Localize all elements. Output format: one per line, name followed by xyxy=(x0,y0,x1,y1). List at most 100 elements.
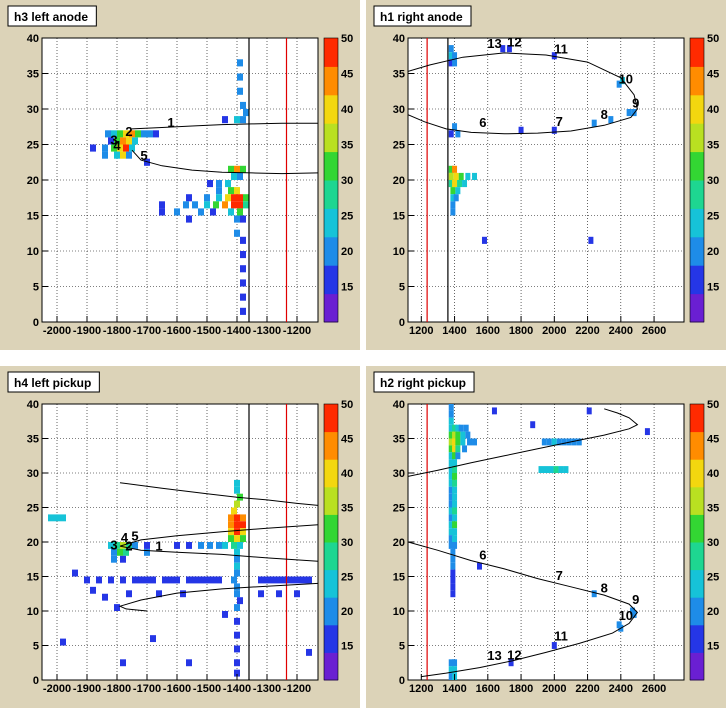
heat-cell xyxy=(243,109,249,117)
heat-cell xyxy=(561,438,567,446)
colorbar-label: 50 xyxy=(707,33,719,45)
heat-cell xyxy=(240,165,246,173)
heat-cell xyxy=(222,201,228,209)
heat-cell xyxy=(237,172,243,180)
heat-cell xyxy=(644,428,650,436)
x-tick-label: -1200 xyxy=(283,325,311,337)
x-tick-label: -1400 xyxy=(223,325,251,337)
point-label: 6 xyxy=(479,547,486,562)
colorbar-label: 45 xyxy=(707,434,719,446)
heat-cell xyxy=(231,507,237,515)
heat-cell xyxy=(541,438,547,446)
y-tick-label: 35 xyxy=(27,69,39,81)
x-tick-label: 1600 xyxy=(476,325,500,337)
heat-cell xyxy=(300,576,306,584)
point-label: 5 xyxy=(140,148,147,163)
trajectory-curves xyxy=(408,52,638,135)
heat-cell xyxy=(144,548,150,556)
colorbar-segment xyxy=(324,38,338,67)
heat-cell xyxy=(551,642,557,649)
heat-cell xyxy=(448,180,454,188)
x-tick-label: -1400 xyxy=(223,683,251,695)
x-tick-label: -1800 xyxy=(103,683,131,695)
heat-cell xyxy=(234,215,240,223)
heat-cell xyxy=(234,479,240,487)
heat-cell xyxy=(452,666,458,674)
colorbar-segment xyxy=(690,66,704,96)
heat-cell xyxy=(240,293,246,301)
heat-cell xyxy=(491,407,497,415)
point-label: 6 xyxy=(479,115,486,130)
heat-cell xyxy=(448,500,454,508)
colorbar-segment xyxy=(324,569,338,598)
y-tick-label: 25 xyxy=(393,140,405,152)
heat-cell xyxy=(294,576,300,584)
heat-cell xyxy=(448,404,454,411)
heat-cell xyxy=(129,144,135,152)
heat-cell xyxy=(240,265,246,273)
colorbar-label: 50 xyxy=(707,399,719,411)
heat-cell xyxy=(452,445,458,453)
heat-cell xyxy=(448,507,454,515)
y-tick-label: 20 xyxy=(27,175,39,187)
point-label: 9 xyxy=(632,96,639,111)
point-label: 12 xyxy=(507,35,521,50)
heat-cell xyxy=(450,590,456,598)
x-tick-label: 2200 xyxy=(575,683,599,695)
heat-cell xyxy=(144,576,150,584)
title-box xyxy=(373,371,475,393)
point-label: 10 xyxy=(619,71,633,86)
x-tick-label: 1200 xyxy=(409,325,433,337)
y-tick-label: 25 xyxy=(27,503,39,515)
colorbar-segment xyxy=(324,652,338,681)
heat-cell xyxy=(120,555,126,563)
colorbar-segment xyxy=(690,38,704,67)
heat-cell xyxy=(216,576,222,584)
heat-cell xyxy=(551,438,557,446)
heat-cell xyxy=(264,576,270,584)
heat-cell xyxy=(450,187,456,195)
colorbar-label: 35 xyxy=(707,503,719,515)
heat-cell xyxy=(243,194,249,202)
x-tick-label: 1200 xyxy=(409,683,433,695)
title-box xyxy=(7,5,97,27)
heat-cell xyxy=(234,514,240,522)
heat-cell xyxy=(234,486,240,494)
heat-cell xyxy=(508,659,514,667)
heat-cell xyxy=(126,590,132,598)
heat-cell xyxy=(234,583,240,591)
heat-cell xyxy=(452,521,458,529)
point-label: 7 xyxy=(556,568,563,583)
heat-cell xyxy=(240,514,246,522)
heat-cell xyxy=(123,144,129,152)
heat-cell xyxy=(543,466,549,473)
heat-cell xyxy=(186,542,192,549)
trajectory-curve xyxy=(131,122,318,130)
point-label: 13 xyxy=(487,36,501,51)
heat-cell xyxy=(258,590,264,598)
colorbar-segment xyxy=(690,180,704,209)
heat-cell xyxy=(455,438,461,446)
x-tick-label: -1600 xyxy=(163,683,191,695)
heat-cell xyxy=(234,659,240,667)
colorbar-label: 45 xyxy=(341,69,353,81)
heat-cell xyxy=(234,500,240,508)
colorbar-segment xyxy=(324,514,338,543)
heat-cell xyxy=(231,194,237,202)
heat-cell xyxy=(237,59,243,67)
y-tick-label: 30 xyxy=(393,104,405,116)
heat-cell xyxy=(90,586,96,594)
y-tick-label: 10 xyxy=(393,246,405,258)
heat-cell xyxy=(204,201,210,209)
y-tick-label: 20 xyxy=(393,175,405,187)
y-tick-label: 15 xyxy=(393,211,405,223)
colorbar-label: 20 xyxy=(707,606,719,618)
y-tick-label: 5 xyxy=(399,282,405,294)
heat-cell xyxy=(306,576,312,584)
x-tick-label: 2600 xyxy=(642,683,666,695)
heat-cell xyxy=(450,569,456,577)
y-tick-label: 5 xyxy=(399,641,405,653)
heat-cell xyxy=(234,165,240,173)
heat-cell xyxy=(455,130,461,138)
